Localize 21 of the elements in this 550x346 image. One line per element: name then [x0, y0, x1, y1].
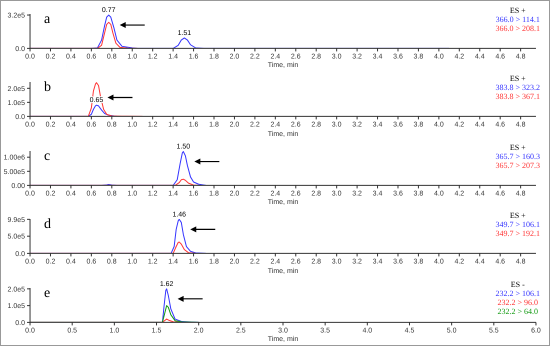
legend-title: ES + [508, 211, 527, 220]
annotation: c [44, 148, 50, 165]
annotation: b [44, 80, 51, 96]
text: 383.8 > 367.1 [495, 92, 540, 102]
annotation: a [44, 12, 50, 28]
legend-title: ES + [508, 74, 527, 84]
text: 365.7 > 160.3 [495, 152, 540, 161]
text: 349.7 > 106.1 [495, 220, 540, 230]
text: 366.0 > 114.1 [495, 15, 540, 24]
text: 349.7 > 192.1 [495, 229, 540, 238]
annotation: e [44, 286, 50, 302]
text: 383.8 > 323.2 [495, 83, 540, 92]
legend-title: ES + [508, 142, 527, 152]
text: 366.0 > 208.1 [495, 24, 540, 33]
text: 232.2 > 64.0 [496, 306, 539, 316]
text: 365.7 > 207.3 [495, 160, 540, 170]
text: 232.2 > 106.1 [495, 288, 540, 298]
legend-title: ES - [510, 280, 526, 289]
legend-title: ES + [508, 6, 527, 15]
annotation: d [44, 217, 51, 234]
text: 232.2 > 96.0 [496, 298, 539, 307]
